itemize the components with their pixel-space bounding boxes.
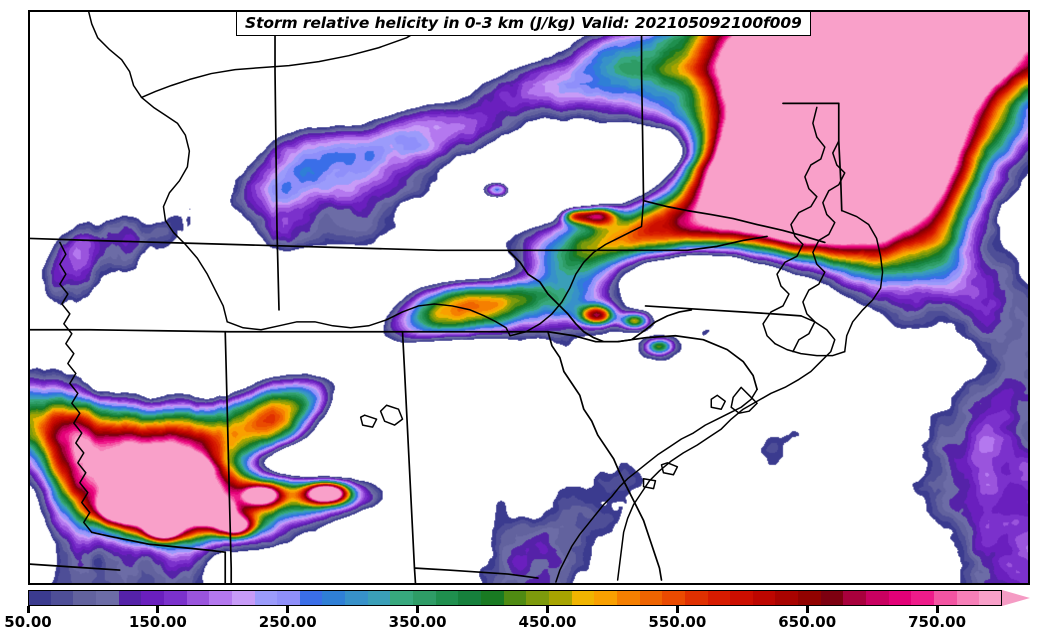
- colorbar-gradient: [28, 590, 1003, 606]
- colorbar-segment: [775, 590, 799, 606]
- colorbar-segment: [186, 590, 210, 606]
- colorbar-segment: [571, 590, 595, 606]
- colorbar-segment: [684, 590, 709, 606]
- colorbar-segment: [458, 590, 482, 606]
- colorbar-segment: [662, 590, 686, 606]
- colorbar-segment: [277, 590, 301, 606]
- colorbar-segment: [820, 590, 845, 606]
- colorbar-tick-label: 50.00: [4, 613, 52, 631]
- colorbar-segment: [934, 590, 958, 606]
- colorbar[interactable]: 50.00 150.00 250.00 350.00 450.00 550.00 650.0…: [0, 588, 1037, 633]
- colorbar-segment: [435, 590, 459, 606]
- colorbar-segment: [979, 590, 1003, 606]
- colorbar-overflow-arrow: [1002, 590, 1030, 606]
- colorbar-segment: [28, 590, 52, 606]
- colorbar-segment: [322, 590, 346, 606]
- colorbar-tick-label: 550.00: [648, 613, 707, 631]
- page-title: Storm relative helicity in 0-3 km (J/kg)…: [236, 11, 811, 36]
- colorbar-segment: [956, 590, 980, 606]
- colorbar-segment: [254, 590, 278, 606]
- colorbar-segment: [888, 590, 912, 606]
- political-boundaries-overlay: [30, 12, 884, 583]
- colorbar-tick: [805, 606, 809, 613]
- colorbar-segment: [413, 590, 437, 606]
- colorbar-segment: [707, 590, 731, 606]
- colorbar-tick-label: 350.00: [388, 613, 447, 631]
- colorbar-segment: [390, 590, 414, 606]
- colorbar-segment: [752, 590, 777, 606]
- colorbar-segment: [95, 590, 120, 606]
- colorbar-segment: [843, 590, 867, 606]
- colorbar-segment: [639, 590, 663, 606]
- colorbar-segment: [163, 590, 188, 606]
- colorbar-tick-label: 450.00: [518, 613, 577, 631]
- colorbar-segment: [50, 590, 74, 606]
- colorbar-segment: [481, 590, 505, 606]
- colorbar-tick-label: 650.00: [778, 613, 837, 631]
- helicity-contour-field: [30, 12, 1028, 583]
- colorbar-segment: [798, 590, 822, 606]
- colorbar-segment: [299, 590, 324, 606]
- colorbar-tick-label: 750.00: [908, 613, 967, 631]
- colorbar-segment: [141, 590, 165, 606]
- colorbar-tick: [26, 606, 30, 613]
- colorbar-tick: [416, 606, 420, 613]
- colorbar-tick: [935, 606, 939, 613]
- colorbar-segment: [73, 590, 97, 606]
- colorbar-segment: [911, 590, 935, 606]
- colorbar-segment: [503, 590, 527, 606]
- colorbar-segment: [616, 590, 641, 606]
- colorbar-segment: [345, 590, 369, 606]
- colorbar-segment: [231, 590, 256, 606]
- map-panel[interactable]: [28, 10, 1030, 585]
- colorbar-segment: [730, 590, 754, 606]
- colorbar-tick-label: 250.00: [258, 613, 317, 631]
- colorbar-segment: [118, 590, 142, 606]
- colorbar-segment: [209, 590, 233, 606]
- colorbar-segment: [367, 590, 392, 606]
- colorbar-tick: [286, 606, 290, 613]
- colorbar-segment: [526, 590, 550, 606]
- colorbar-tick: [156, 606, 160, 613]
- colorbar-tick-label: 150.00: [128, 613, 187, 631]
- colorbar-segment: [548, 590, 573, 606]
- colorbar-tick: [675, 606, 679, 613]
- colorbar-tick: [545, 606, 549, 613]
- colorbar-segment: [594, 590, 618, 606]
- colorbar-segment: [866, 590, 890, 606]
